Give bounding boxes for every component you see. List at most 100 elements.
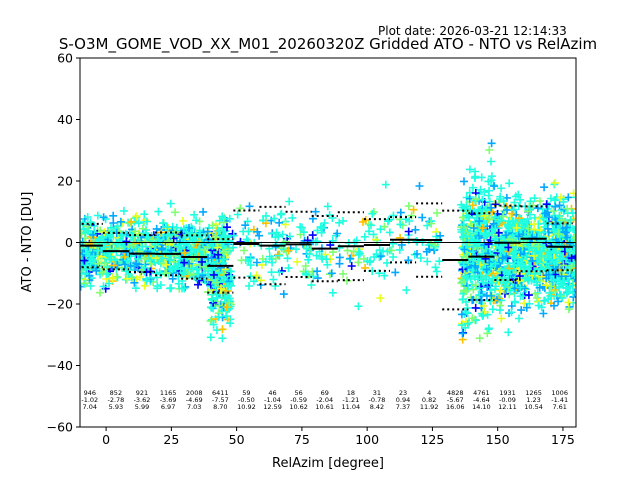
data-point bbox=[484, 177, 493, 186]
data-point bbox=[335, 218, 344, 227]
bin-label-mean: -0.78 bbox=[369, 396, 386, 404]
data-point bbox=[545, 288, 554, 297]
data-point bbox=[514, 232, 523, 241]
data-point bbox=[409, 205, 418, 214]
data-point bbox=[246, 272, 255, 281]
data-point bbox=[261, 257, 270, 266]
data-point bbox=[457, 310, 466, 319]
data-point bbox=[171, 264, 180, 273]
data-point bbox=[80, 229, 86, 238]
data-point bbox=[140, 210, 149, 219]
data-point bbox=[134, 219, 143, 228]
bin-label-count: 4761 bbox=[473, 389, 490, 397]
data-point bbox=[557, 272, 566, 281]
data-point bbox=[218, 334, 227, 343]
data-point bbox=[476, 185, 485, 194]
data-point bbox=[484, 324, 493, 333]
data-point bbox=[376, 225, 385, 234]
data-point bbox=[539, 309, 548, 318]
data-point bbox=[281, 220, 290, 229]
data-point bbox=[375, 246, 384, 255]
data-point bbox=[482, 231, 491, 240]
data-point bbox=[307, 281, 316, 290]
y-tick-label: −20 bbox=[47, 297, 73, 312]
x-tick-label: 125 bbox=[420, 432, 444, 447]
data-point bbox=[200, 245, 209, 254]
data-point bbox=[346, 254, 355, 263]
data-point bbox=[485, 146, 494, 154]
data-point bbox=[105, 279, 113, 288]
bin-label-count: 1931 bbox=[499, 389, 516, 397]
data-point bbox=[535, 258, 544, 267]
data-point bbox=[474, 206, 483, 215]
bin-label-std: 7.03 bbox=[187, 403, 201, 411]
data-point bbox=[507, 308, 516, 317]
bin-label-count: 23 bbox=[399, 389, 407, 397]
bin-label-std: 7.37 bbox=[396, 403, 410, 411]
data-point bbox=[570, 233, 576, 242]
data-point bbox=[275, 268, 284, 277]
data-point bbox=[225, 299, 234, 307]
data-point bbox=[135, 273, 144, 281]
data-point bbox=[109, 219, 118, 227]
data-point bbox=[363, 257, 372, 265]
data-point bbox=[94, 236, 103, 245]
data-point bbox=[180, 284, 189, 293]
data-point bbox=[249, 277, 258, 286]
data-point bbox=[556, 193, 565, 202]
bin-label-count: 18 bbox=[347, 389, 355, 397]
data-point bbox=[491, 285, 499, 294]
data-point bbox=[504, 222, 513, 231]
data-point bbox=[538, 205, 547, 214]
data-point bbox=[339, 269, 347, 278]
data-point bbox=[489, 269, 498, 278]
data-point bbox=[497, 314, 506, 323]
data-point bbox=[358, 217, 367, 226]
data-point bbox=[491, 259, 500, 268]
data-point bbox=[487, 228, 496, 237]
data-point bbox=[494, 228, 503, 237]
data-point bbox=[534, 301, 543, 310]
data-point bbox=[255, 231, 264, 240]
bin-label-std: 12.59 bbox=[263, 403, 282, 411]
data-point bbox=[463, 319, 472, 328]
bin-label-mean: -1.41 bbox=[551, 396, 568, 404]
data-point bbox=[542, 200, 551, 209]
data-point bbox=[478, 224, 487, 233]
data-point bbox=[503, 206, 511, 214]
data-point bbox=[504, 328, 513, 337]
data-point bbox=[496, 244, 504, 253]
data-point bbox=[534, 242, 543, 251]
data-point bbox=[219, 218, 228, 227]
data-point bbox=[155, 268, 164, 277]
data-point bbox=[486, 278, 495, 287]
data-point bbox=[103, 263, 112, 272]
data-point bbox=[221, 269, 230, 278]
data-point bbox=[271, 282, 280, 290]
data-point bbox=[515, 214, 524, 223]
data-point bbox=[180, 258, 189, 267]
y-tick-label: −60 bbox=[47, 420, 73, 435]
data-point bbox=[279, 290, 288, 299]
data-point bbox=[462, 274, 471, 283]
data-point bbox=[511, 192, 520, 201]
data-point bbox=[549, 207, 558, 215]
plot-date: Plot date: 2026-03-21 12:14:33 bbox=[378, 24, 567, 38]
data-point bbox=[272, 228, 281, 237]
data-point bbox=[504, 282, 513, 291]
data-point bbox=[540, 183, 549, 192]
data-point bbox=[240, 246, 248, 255]
data-point bbox=[185, 259, 194, 268]
data-point bbox=[215, 301, 224, 310]
data-point bbox=[143, 217, 151, 226]
data-point bbox=[525, 262, 534, 271]
data-point bbox=[302, 244, 311, 253]
data-point bbox=[360, 232, 369, 241]
data-point bbox=[270, 214, 279, 223]
data-point bbox=[433, 208, 441, 217]
data-point bbox=[153, 273, 162, 282]
x-tick-label: 150 bbox=[486, 432, 510, 447]
data-point bbox=[482, 291, 491, 300]
x-tick-label: 50 bbox=[229, 432, 245, 447]
data-point bbox=[459, 232, 468, 241]
